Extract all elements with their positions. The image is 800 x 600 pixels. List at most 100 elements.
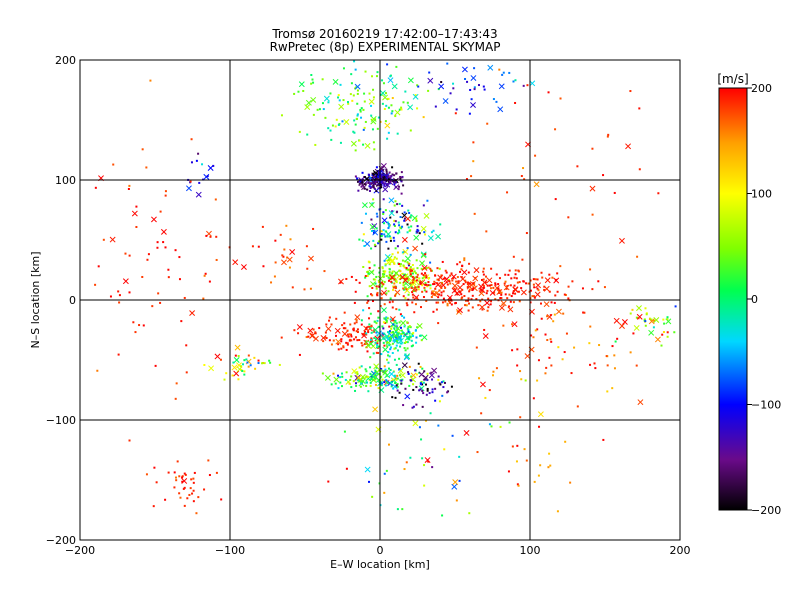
data-point [387, 367, 390, 370]
data-point-x [470, 75, 477, 81]
data-point [402, 295, 405, 298]
data-point-x [234, 344, 241, 351]
data-point [522, 280, 525, 283]
data-point [132, 321, 135, 324]
data-point [388, 355, 391, 358]
data-point [383, 317, 386, 320]
data-point [437, 296, 440, 299]
data-point [382, 178, 385, 181]
data-point [486, 122, 489, 125]
data-point [358, 238, 361, 241]
data-point [411, 264, 414, 267]
data-point-x [529, 80, 536, 87]
data-point [181, 475, 184, 478]
data-point [550, 301, 553, 304]
data-point [219, 358, 222, 361]
data-point [388, 344, 391, 347]
data-point [502, 324, 505, 327]
data-point [516, 364, 519, 367]
data-point [644, 324, 647, 327]
data-point [456, 293, 459, 296]
data-point [188, 493, 191, 496]
data-point [205, 234, 208, 237]
data-point [309, 287, 312, 290]
data-point [429, 284, 432, 287]
data-point [190, 478, 193, 481]
data-point [512, 255, 515, 258]
data-point-x [413, 234, 420, 241]
data-point [183, 296, 186, 299]
data-point [456, 263, 459, 266]
data-point [373, 337, 376, 340]
data-point [94, 186, 97, 189]
data-point [371, 128, 374, 131]
data-point [505, 287, 508, 290]
data-point [350, 275, 353, 278]
data-point-x [431, 367, 438, 374]
data-point [381, 79, 384, 82]
data-point-x [512, 286, 519, 293]
data-point [433, 293, 436, 296]
data-point [400, 379, 403, 382]
data-point [417, 288, 420, 291]
data-point [399, 313, 402, 316]
data-point [487, 306, 490, 309]
data-point [378, 285, 381, 288]
data-point [613, 367, 616, 370]
data-point [385, 174, 388, 177]
data-point [367, 181, 370, 184]
data-point [571, 280, 574, 283]
data-point [381, 267, 384, 270]
data-point [344, 327, 347, 330]
data-point [386, 381, 389, 384]
data-point [395, 281, 398, 284]
data-point [337, 94, 340, 97]
data-point [355, 384, 358, 387]
data-point-x [208, 365, 215, 372]
data-point [391, 272, 394, 275]
data-point-x [296, 324, 303, 330]
data-point [407, 209, 410, 212]
data-point [529, 289, 532, 292]
data-point [520, 287, 523, 290]
data-point [421, 277, 424, 280]
data-point [522, 84, 525, 87]
data-point [358, 281, 361, 284]
data-point [517, 484, 520, 487]
data-point [358, 139, 361, 142]
data-point [375, 331, 378, 334]
data-point-x [479, 304, 486, 311]
data-point [545, 366, 548, 369]
chart-title-line1: Tromsø 20160219 17:42:00–17:43:43 [271, 27, 497, 41]
data-point [416, 225, 419, 228]
data-point [482, 270, 485, 273]
data-point [391, 166, 394, 169]
data-point [385, 292, 388, 295]
data-point-x [555, 308, 562, 315]
data-point [298, 353, 301, 356]
data-point [261, 362, 264, 365]
data-point [398, 108, 401, 111]
data-point [339, 376, 342, 379]
data-point [365, 332, 368, 335]
data-point-x [370, 118, 377, 125]
data-point [492, 370, 495, 373]
data-point [411, 293, 414, 296]
data-point [638, 168, 641, 171]
data-point-x [372, 229, 379, 236]
data-point [416, 273, 419, 276]
data-point [375, 75, 378, 78]
data-point [383, 472, 386, 475]
data-point [368, 185, 371, 188]
data-point [353, 131, 356, 134]
data-point [350, 335, 353, 338]
data-point [663, 322, 666, 325]
data-point [349, 378, 352, 381]
data-point [644, 307, 647, 310]
data-point [364, 330, 367, 333]
data-point-x [368, 98, 375, 105]
data-point-x [381, 217, 388, 224]
data-point [401, 225, 404, 228]
data-point [408, 332, 411, 335]
data-point [134, 331, 137, 334]
